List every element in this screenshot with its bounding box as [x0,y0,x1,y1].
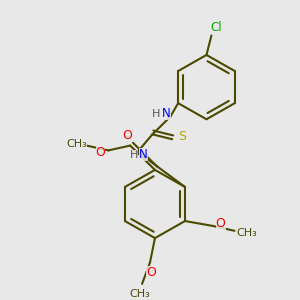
Text: CH₃: CH₃ [236,228,257,238]
Text: CH₃: CH₃ [66,139,87,148]
Text: O: O [146,266,156,279]
Text: CH₃: CH₃ [130,289,151,298]
Text: N: N [139,148,148,161]
Text: O: O [216,218,226,230]
Text: O: O [95,146,105,159]
Text: Cl: Cl [211,21,222,34]
Text: N: N [162,107,171,120]
Text: H: H [152,109,160,119]
Text: O: O [122,129,132,142]
Text: H: H [129,150,138,160]
Text: S: S [178,130,186,143]
